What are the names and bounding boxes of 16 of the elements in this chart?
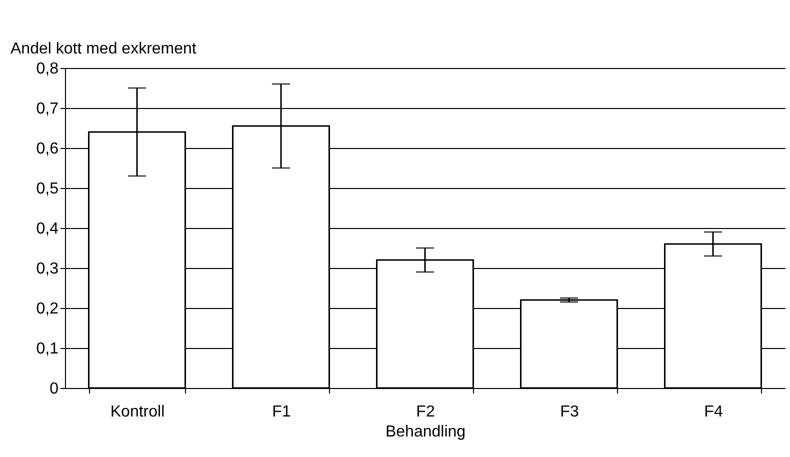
y-tick-label: 0,4 xyxy=(36,220,59,238)
x-tick-label: F1 xyxy=(272,404,291,420)
y-tick-label: 0,3 xyxy=(36,260,59,278)
x-tick-label: Kontroll xyxy=(110,404,165,420)
x-tick-label: F3 xyxy=(560,404,579,420)
x-tick-label: F2 xyxy=(416,404,435,420)
x-axis-title: Behandling xyxy=(385,424,466,440)
y-tick-label: 0,6 xyxy=(36,140,59,158)
y-tick-label: 0,5 xyxy=(36,180,59,198)
y-tick-label: 0 xyxy=(50,380,59,398)
y-tick-label: 0,8 xyxy=(36,60,59,78)
y-axis-title: Andel kott med exkrement xyxy=(10,40,197,58)
y-tick-label: 0,1 xyxy=(36,340,59,358)
y-tick-label: 0,7 xyxy=(36,100,59,118)
x-tick-label: F4 xyxy=(704,404,723,420)
y-tick-label: 0,2 xyxy=(36,300,59,318)
